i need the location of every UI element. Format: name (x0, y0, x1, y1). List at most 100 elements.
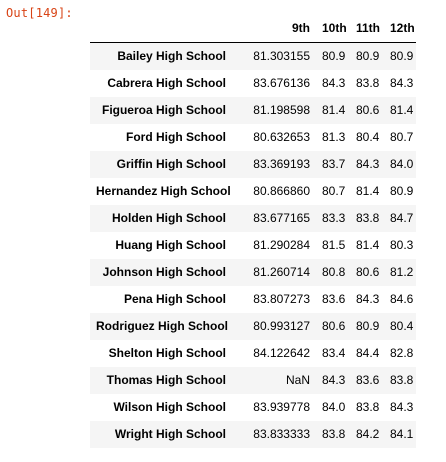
row-index-label: Johnson High School (102, 265, 226, 279)
column-header: 12th (384, 14, 416, 43)
table-cell: 80.632653 (253, 130, 310, 144)
dataframe-output: 9th 10th 11th 12th Bailey High School 81.… (90, 14, 416, 448)
table-cell: 80.7 (390, 130, 414, 144)
table-cell: 84.3 (390, 400, 414, 414)
table-cell: 81.4 (356, 238, 380, 252)
table-cell: 80.3 (390, 238, 414, 252)
table-cell: 83.676136 (253, 76, 310, 90)
table-row: Bailey High School 81.303155 80.9 80.9 80.9 (90, 42, 416, 70)
table-cell: 81.303155 (253, 49, 310, 63)
table-cell: 84.7 (390, 211, 414, 225)
table-cell: 83.8 (356, 76, 380, 90)
header-row: 9th 10th 11th 12th (90, 14, 416, 43)
table-row: Ford High School 80.632653 81.3 80.4 80.7 (90, 124, 416, 151)
table-cell: 84.0 (322, 400, 346, 414)
table-cell: 83.3 (322, 211, 346, 225)
table-cell: 83.833333 (253, 427, 310, 441)
table-row: Johnson High School 81.260714 80.8 80.6 81.2 (90, 259, 416, 286)
table-row: Wilson High School 83.939778 84.0 83.8 84.3 (90, 394, 416, 421)
table-row: Thomas High School NaN 84.3 83.6 83.8 (90, 367, 416, 394)
table-row: Figueroa High School 81.198598 81.4 80.6 81.… (90, 97, 416, 124)
table-cell: 83.6 (356, 373, 380, 387)
table-cell: 81.4 (356, 184, 380, 198)
table-cell: 83.369193 (253, 157, 310, 171)
output-prompt: Out[149]: (6, 6, 73, 20)
table-cell: 81.198598 (253, 103, 310, 117)
table-row: Griffin High School 83.369193 83.7 84.3 84.0 (90, 151, 416, 178)
row-index-label: Bailey High School (117, 49, 226, 63)
table-cell: 82.8 (390, 346, 414, 360)
column-header: 9th (232, 14, 316, 43)
table-row: Pena High School 83.807273 83.6 84.3 84.6 (90, 286, 416, 313)
row-index-label: Pena High School (123, 292, 226, 306)
table-cell: 80.9 (322, 49, 346, 63)
table-cell: 80.866860 (253, 184, 310, 198)
table-row: Hernandez High School 80.866860 80.7 81.4 80… (90, 178, 416, 205)
table-row: Wright High School 83.833333 83.8 84.2 84.1 (90, 421, 416, 448)
table-cell: 80.6 (356, 265, 380, 279)
table-cell: 81.3 (322, 130, 346, 144)
index-header (90, 14, 232, 43)
table-cell: 83.4 (322, 346, 346, 360)
table-cell: 80.6 (322, 319, 346, 333)
row-index-label: Shelton High School (108, 346, 226, 360)
table-cell: 83.7 (322, 157, 346, 171)
table-cell: 84.2 (356, 427, 380, 441)
table-cell: 80.8 (322, 265, 346, 279)
table-cell: 84.1 (390, 427, 414, 441)
table-cell: 84.3 (356, 292, 380, 306)
table-cell: 84.4 (356, 346, 380, 360)
table-cell: 80.4 (390, 319, 414, 333)
table-cell: 80.4 (356, 130, 380, 144)
table-cell: 81.4 (322, 103, 346, 117)
table-cell: 81.260714 (253, 265, 310, 279)
table-cell: 84.3 (356, 157, 380, 171)
table-cell: 83.8 (356, 211, 380, 225)
table-body: Bailey High School 81.303155 80.9 80.9 80.9 C… (90, 42, 416, 448)
row-index-label: Ford High School (126, 130, 226, 144)
row-index-label: Wilson High School (113, 400, 226, 414)
table-row: Cabrera High School 83.676136 84.3 83.8 84.3 (90, 70, 416, 97)
table-cell: 81.5 (322, 238, 346, 252)
table-cell: 84.3 (322, 76, 346, 90)
table-cell: 81.4 (390, 103, 414, 117)
table-cell: 80.9 (356, 319, 380, 333)
table-cell: 83.8 (356, 400, 380, 414)
table-cell: 84.3 (390, 76, 414, 90)
table-cell: 83.8 (390, 373, 414, 387)
table-row: Rodriguez High School 80.993127 80.6 80.9 80… (90, 313, 416, 340)
table-cell: 83.8 (322, 427, 346, 441)
row-index-label: Figueroa High School (101, 103, 226, 117)
dataframe-table: 9th 10th 11th 12th Bailey High School 81.… (90, 14, 416, 448)
column-header: 11th (350, 14, 384, 43)
row-index-label: Wright High School (114, 427, 226, 441)
column-header: 10th (316, 14, 350, 43)
row-index-label: Thomas High School (106, 373, 226, 387)
table-cell: 80.6 (356, 103, 380, 117)
table-cell: 80.9 (356, 49, 380, 63)
table-cell: 80.7 (322, 184, 346, 198)
row-index-label: Holden High School (112, 211, 226, 225)
table-cell: 84.6 (390, 292, 414, 306)
table-cell: 84.0 (390, 157, 414, 171)
table-row: Holden High School 83.677165 83.3 83.8 84.7 (90, 205, 416, 232)
table-cell: 81.290284 (253, 238, 310, 252)
row-index-label: Griffin High School (116, 157, 226, 171)
table-cell: 83.6 (322, 292, 346, 306)
row-index-label: Hernandez High School (96, 184, 231, 198)
table-row: Huang High School 81.290284 81.5 81.4 80.3 (90, 232, 416, 259)
table-cell: NaN (285, 373, 310, 387)
table-cell: 80.993127 (253, 319, 310, 333)
row-index-label: Rodriguez High School (96, 319, 228, 333)
table-cell: 84.122642 (253, 346, 310, 360)
row-index-label: Cabrera High School (107, 76, 226, 90)
table-cell: 83.677165 (253, 211, 310, 225)
table-row: Shelton High School 84.122642 83.4 84.4 82.8 (90, 340, 416, 367)
table-cell: 81.2 (390, 265, 414, 279)
table-cell: 83.939778 (253, 400, 310, 414)
row-index-label: Huang High School (115, 238, 226, 252)
table-cell: 80.9 (390, 49, 414, 63)
table-cell: 80.9 (390, 184, 414, 198)
table-cell: 83.807273 (253, 292, 310, 306)
table-cell: 84.3 (322, 373, 346, 387)
